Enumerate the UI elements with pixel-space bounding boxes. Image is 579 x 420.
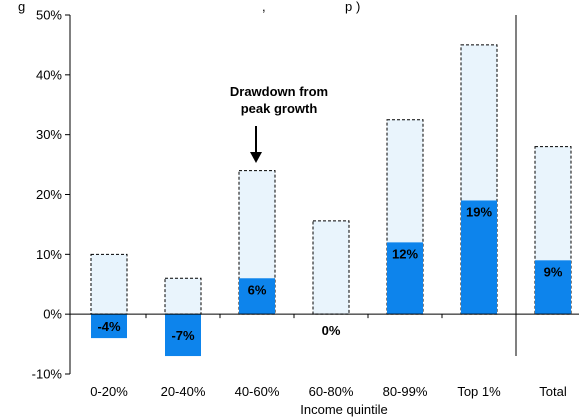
current-bar-2 xyxy=(239,278,275,315)
x-tick-label-2: 40-60% xyxy=(235,384,280,399)
data-label-0: -4% xyxy=(97,319,121,334)
x-axis-title: Income quintile xyxy=(300,402,387,417)
y-tick-label-6: 50% xyxy=(36,8,62,23)
data-label-2: 6% xyxy=(248,282,267,297)
annotation-arrow-head xyxy=(250,152,262,163)
current-bar-1 xyxy=(165,314,201,357)
data-label-5: 19% xyxy=(466,204,492,219)
data-label-6: 9% xyxy=(544,264,563,279)
y-tick-label-3: 20% xyxy=(36,187,62,202)
y-tick-label-2: 10% xyxy=(36,247,62,262)
data-label-1: -7% xyxy=(171,328,195,343)
annotation-line-1: peak growth xyxy=(241,101,318,116)
current-bar-6 xyxy=(535,260,571,315)
peak-bar-3 xyxy=(312,220,350,315)
peak-bar-0 xyxy=(90,253,128,315)
chart-title-start: g xyxy=(18,0,25,14)
data-label-3: 0% xyxy=(322,323,341,338)
chart-title: g , p ) xyxy=(18,0,360,14)
x-tick-label-5: Top 1% xyxy=(457,384,501,399)
current-bar-4 xyxy=(387,242,423,315)
chart-title-separator: , xyxy=(262,0,266,14)
drawdown-annotation: Drawdown from peak growth xyxy=(230,84,328,163)
x-tick-label-0: 0-20% xyxy=(90,384,128,399)
chart-title-end: p xyxy=(345,0,352,14)
chart-title-tail: ) xyxy=(356,0,360,14)
current-bar-5 xyxy=(461,200,497,315)
x-tick-label-4: 80-99% xyxy=(383,384,428,399)
y-tick-label-1: 0% xyxy=(43,307,62,322)
data-label-4: 12% xyxy=(392,246,418,261)
current-bar-0 xyxy=(91,314,127,339)
x-tick-label-3: 60-80% xyxy=(309,384,354,399)
peak-growth-bars xyxy=(90,44,572,315)
x-tick-label-1: 20-40% xyxy=(161,384,206,399)
y-tick-label-5: 40% xyxy=(36,67,62,82)
annotation-line-0: Drawdown from xyxy=(230,84,328,99)
peak-bar-1 xyxy=(164,277,202,315)
x-tick-label-6: Total xyxy=(539,384,567,399)
y-tick-label-0: -10% xyxy=(32,367,63,382)
y-tick-label-4: 30% xyxy=(36,127,62,142)
data-labels: -4% -7% 6% 0% 12% 19% 9% xyxy=(97,204,562,343)
current-growth-bars xyxy=(91,200,571,357)
axes: -10% 0% 10% 20% 30% 40% 50% 0-20% 20-40% 40-60% 60… xyxy=(32,8,579,399)
